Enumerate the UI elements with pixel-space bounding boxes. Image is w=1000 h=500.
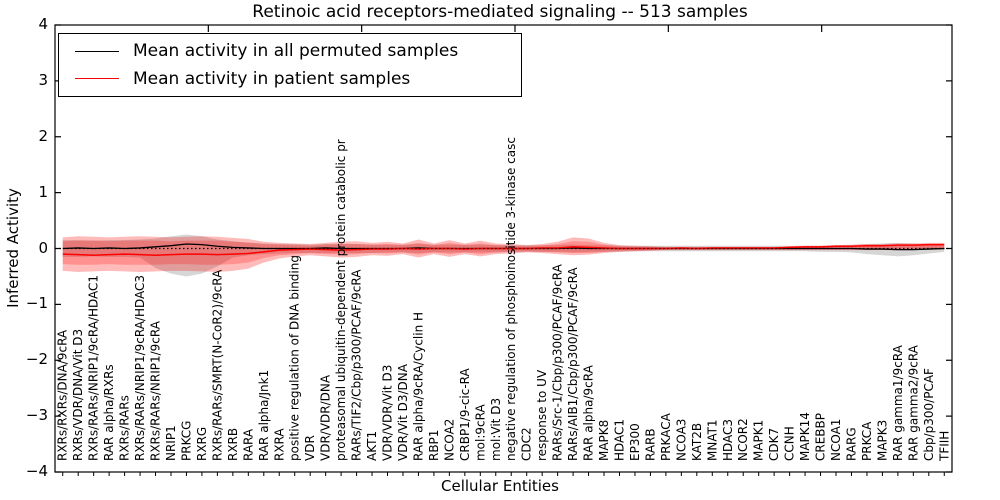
x-tick-label: NCOA2 <box>442 419 456 461</box>
x-tick-label: NCOA1 <box>829 419 843 461</box>
x-tick-label: proteasomal ubiquitin-dependent protein … <box>334 139 348 461</box>
x-tick-label: RARs/Src-1/Cbp/p300/PCAF/9cRA <box>551 263 565 461</box>
patient-line-sample <box>75 78 119 80</box>
x-tick-label: RAR gamma1/9cRA <box>891 344 905 461</box>
x-tick-label: VDR/Vit D3/DNA <box>396 363 410 461</box>
x-tick-label: MAPK1 <box>752 420 766 461</box>
x-tick-label: MNAT1 <box>705 419 719 461</box>
legend-label: Mean activity in patient samples <box>133 68 411 89</box>
x-tick-label: KAT2B <box>690 423 704 461</box>
legend-entry-permuted: Mean activity in all permuted samples <box>59 41 521 61</box>
y-tick-label: −2 <box>25 350 48 369</box>
chart-title: Retinoic acid receptors-mediated signali… <box>252 2 748 22</box>
x-tick-label: RAR alpha/9cRA/Cyclin H <box>411 312 425 461</box>
x-tick-label: negative regulation of phosphoinositide … <box>504 137 518 461</box>
x-tick-label: RARs/AIB1/Cbp/p300/PCAF/9cRA <box>566 267 580 461</box>
x-tick-label: RAR alpha/Jnk1 <box>257 370 271 461</box>
y-tick-label: 1 <box>38 182 48 201</box>
x-tick-label: Cbp/p300/PCAF <box>922 368 936 461</box>
x-tick-label: RAR gamma2/9cRA <box>906 344 920 461</box>
x-tick-label: VDR/VDR/Vit D3 <box>381 365 395 461</box>
x-tick-label: RXRA <box>272 428 286 461</box>
x-tick-label: CDK7 <box>767 428 781 461</box>
x-tick-label: CCNH <box>783 426 797 461</box>
y-tick-label: −1 <box>25 294 48 313</box>
y-tick-label: −4 <box>25 462 48 480</box>
x-tick-label: RAR alpha/9cRA <box>582 364 596 461</box>
x-tick-label: RARs/TIF2/Cbp/p300/PCAF/9cRA <box>350 269 364 461</box>
x-tick-label: RBP1 <box>427 430 441 461</box>
patient-range-inner-band <box>62 240 945 265</box>
x-tick-label: CDC2 <box>520 427 534 461</box>
x-tick-label: CRBP1/9-cic-RA <box>458 367 472 461</box>
x-tick-label: VDR/VDR/DNA <box>319 374 333 461</box>
x-tick-label: NCOA3 <box>674 419 688 461</box>
x-tick-label: PRKCG <box>179 421 193 461</box>
x-axis-label: Cellular Entities <box>441 477 559 495</box>
y-tick-label: 4 <box>38 15 48 33</box>
y-tick-label: −3 <box>25 406 48 425</box>
patient-range-outer-band <box>62 236 945 272</box>
x-tick-label: RARB <box>643 428 657 461</box>
x-tick-label: MAPK8 <box>597 420 611 461</box>
x-tick-label: positive regulation of DNA binding <box>288 255 302 461</box>
x-tick-label: RXRs/RXRs/DNA/9cRA <box>56 329 70 461</box>
x-tick-label: PRKCA <box>860 421 874 461</box>
x-tick-label: PRKACA <box>659 412 673 461</box>
x-tick-label: RXRB <box>226 428 240 461</box>
x-tick-label: HDAC1 <box>612 419 626 461</box>
legend: Mean activity in all permuted samples Me… <box>58 33 522 97</box>
x-tick-label: mol:9cRA <box>473 404 487 461</box>
x-tick-label: VDR <box>303 435 317 461</box>
y-tick-label: 0 <box>38 238 48 257</box>
legend-entry-patient: Mean activity in patient samples <box>59 69 521 89</box>
x-tick-label: RXRs/RARs/NRIP1/9cRA/HDAC1 <box>87 275 101 461</box>
x-tick-label: RXRs/RARs/NRIP1/9cRA <box>149 320 163 461</box>
x-tick-label: NRIP1 <box>164 425 178 461</box>
x-tick-label: CREBBP <box>814 413 828 461</box>
y-tick-label: 3 <box>38 70 48 89</box>
x-tick-label: RXRs/RARs/SMRT(N-CoR2)/9cRA <box>210 269 224 461</box>
x-tick-label: TFIIH <box>937 431 951 462</box>
legend-label: Mean activity in all permuted samples <box>133 41 459 62</box>
x-tick-label: MAPK3 <box>875 420 889 461</box>
permuted-range-band <box>62 234 945 277</box>
x-tick-label: NCOR2 <box>736 418 750 461</box>
x-tick-label: RXRs/RARs/NRIP1/9cRA/HDAC3 <box>133 275 147 461</box>
x-tick-label: RXRG <box>195 427 209 461</box>
x-tick-label: mol:Vit D3 <box>489 398 503 461</box>
x-tick-label: RARA <box>241 428 255 461</box>
permuted-line-sample <box>75 50 119 52</box>
x-tick-label: RARG <box>844 427 858 461</box>
x-tick-label: HDAC3 <box>721 419 735 461</box>
x-tick-label: RAR alpha/RXRs <box>102 364 116 461</box>
x-tick-label: RXRs/VDR/DNA/Vit D3 <box>71 329 85 461</box>
x-tick-label: AKT1 <box>365 431 379 461</box>
x-tick-label: EP300 <box>628 423 642 461</box>
x-tick-label: response to UV <box>535 369 549 461</box>
y-tick-label: 2 <box>38 126 48 145</box>
x-tick-label: MAPK14 <box>798 412 812 461</box>
x-tick-label: RXRs/RARs <box>118 395 132 461</box>
